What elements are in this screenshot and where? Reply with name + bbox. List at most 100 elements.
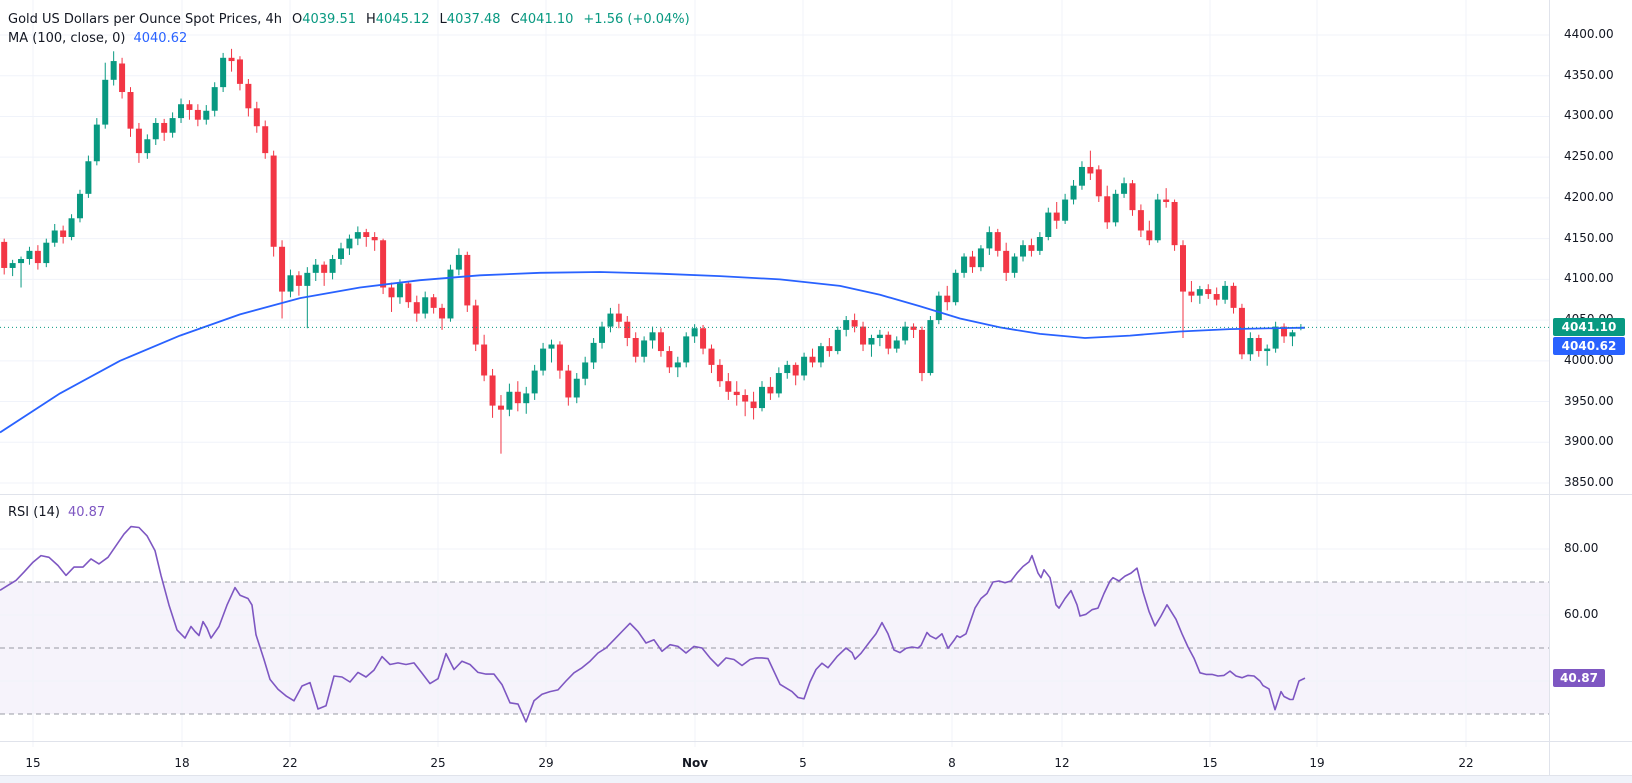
candle xyxy=(1062,199,1069,221)
candle xyxy=(1137,210,1144,231)
candle xyxy=(85,161,92,194)
candle xyxy=(531,370,538,394)
candle xyxy=(1129,183,1136,211)
candle xyxy=(439,307,446,319)
candle xyxy=(834,329,841,352)
candle xyxy=(935,295,942,321)
candle xyxy=(1281,326,1288,337)
candle xyxy=(632,338,639,357)
candle xyxy=(1028,245,1035,251)
candle xyxy=(961,256,968,273)
candle xyxy=(338,248,344,260)
candle xyxy=(304,272,311,286)
candle xyxy=(969,256,976,268)
candle xyxy=(826,346,833,352)
candle xyxy=(1036,237,1043,251)
change-readout: +1.56 (+0.04%) xyxy=(583,12,690,27)
candle xyxy=(102,79,109,125)
candle xyxy=(464,254,471,306)
candle xyxy=(396,283,403,298)
candle xyxy=(220,57,227,88)
candle xyxy=(489,375,496,406)
candle xyxy=(1020,245,1027,257)
candle xyxy=(624,321,631,339)
candle xyxy=(497,405,504,410)
candle xyxy=(203,110,210,120)
candle xyxy=(893,340,900,349)
candle xyxy=(742,395,749,402)
candle xyxy=(380,240,387,288)
candle xyxy=(1163,199,1170,202)
candle xyxy=(691,328,698,337)
candle xyxy=(514,391,521,404)
candle xyxy=(110,61,117,80)
candle xyxy=(1264,348,1271,352)
candle xyxy=(295,275,302,286)
candle xyxy=(287,275,294,292)
candle xyxy=(1180,245,1186,292)
candle xyxy=(1095,169,1102,197)
candle xyxy=(683,336,690,363)
symbol-legend-row[interactable]: Gold US Dollars per Ounce Spot Prices, 4… xyxy=(8,12,690,27)
candle xyxy=(725,381,732,392)
open-readout: O4039.51 xyxy=(292,12,356,27)
candle xyxy=(1011,256,1018,273)
candle xyxy=(346,238,353,249)
candle xyxy=(860,326,867,345)
candle xyxy=(413,302,420,314)
candle xyxy=(1289,332,1296,337)
candle xyxy=(556,344,563,371)
candle xyxy=(262,126,269,154)
candle xyxy=(9,263,16,268)
candle xyxy=(169,118,176,133)
candle xyxy=(784,364,791,374)
candle xyxy=(1238,307,1245,355)
candle xyxy=(1213,294,1220,300)
candle xyxy=(127,92,134,129)
candle xyxy=(817,346,824,363)
candle xyxy=(657,332,664,352)
ma-legend-row[interactable]: MA (100, close, 0) 4040.62 xyxy=(8,31,187,46)
candle xyxy=(540,348,547,371)
candle xyxy=(548,344,555,349)
rsi-legend-row[interactable]: RSI (14) 40.87 xyxy=(8,505,105,520)
candle xyxy=(994,232,1001,251)
candle xyxy=(68,218,75,238)
candle xyxy=(178,104,185,119)
candle xyxy=(868,338,875,345)
candle xyxy=(186,104,193,110)
candle xyxy=(666,351,673,368)
ma-legend-value: 4040.62 xyxy=(133,31,188,46)
candle xyxy=(430,297,437,308)
candle xyxy=(708,348,715,365)
candle xyxy=(228,57,235,62)
candle xyxy=(1230,285,1237,308)
candle xyxy=(371,237,378,241)
candle xyxy=(93,124,100,162)
candle xyxy=(1222,285,1229,300)
candle xyxy=(455,254,462,270)
candle xyxy=(607,313,614,327)
candle xyxy=(321,264,328,273)
candle xyxy=(270,155,277,247)
candle xyxy=(194,109,201,120)
candle xyxy=(674,362,681,368)
candle xyxy=(26,250,33,260)
candle xyxy=(152,122,159,140)
candle xyxy=(977,248,984,268)
candle xyxy=(733,391,740,396)
candle xyxy=(1196,289,1203,296)
candle xyxy=(161,122,168,133)
candle xyxy=(312,264,319,273)
candle xyxy=(363,232,370,238)
candle xyxy=(144,139,151,154)
candle xyxy=(649,332,656,341)
chart-title: Gold US Dollars per Ounce Spot Prices, 4… xyxy=(8,12,282,27)
candle xyxy=(1171,201,1178,246)
candle xyxy=(34,250,41,264)
candle xyxy=(918,329,925,374)
candle xyxy=(750,401,757,409)
candle xyxy=(119,63,126,93)
candle xyxy=(329,259,336,273)
